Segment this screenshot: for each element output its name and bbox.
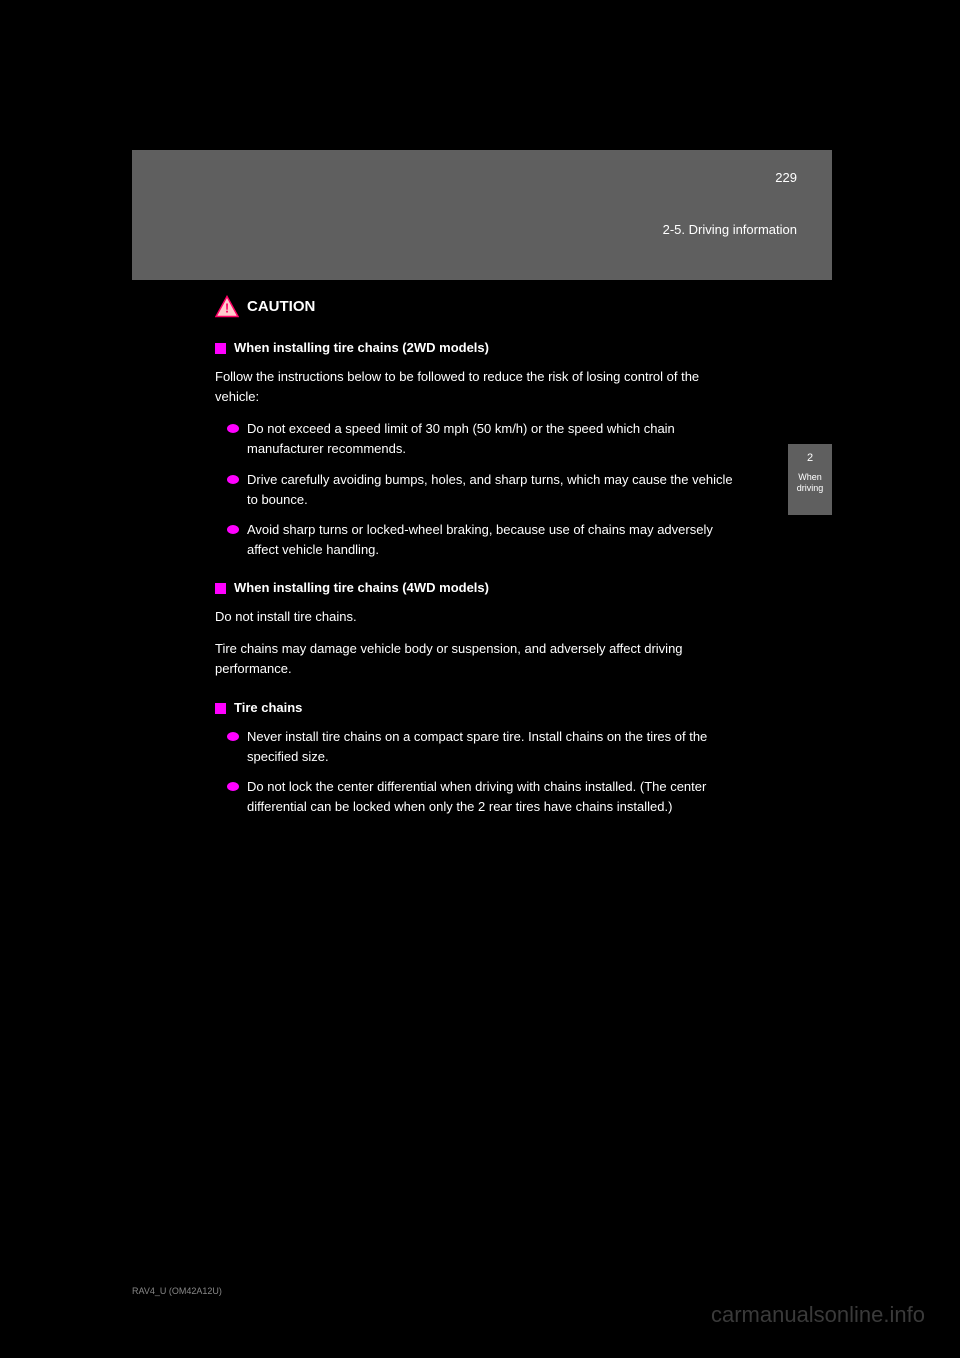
caution-label: CAUTION	[247, 298, 315, 315]
square-bullet-icon	[215, 343, 226, 354]
oval-bullet-icon	[227, 732, 239, 741]
tab-label: When driving	[788, 472, 832, 494]
bullet-item: Do not exceed a speed limit of 30 mph (5…	[227, 419, 735, 459]
section-2: When installing tire chains (4WD models)…	[215, 580, 735, 679]
bullet-item: Do not lock the center differential when…	[227, 777, 735, 817]
bullet-item: Never install tire chains on a compact s…	[227, 727, 735, 767]
tab-number: 2	[788, 452, 832, 464]
caution-header: ! CAUTION	[215, 295, 735, 318]
body-paragraph: Tire chains may damage vehicle body or s…	[215, 639, 735, 679]
oval-bullet-icon	[227, 424, 239, 433]
intro-paragraph: Follow the instructions below to be foll…	[215, 367, 735, 407]
oval-bullet-icon	[227, 782, 239, 791]
page-number: 229	[775, 170, 797, 185]
oval-bullet-icon	[227, 525, 239, 534]
section-heading: Tire chains	[215, 700, 735, 715]
bullet-text: Do not exceed a speed limit of 30 mph (5…	[247, 419, 735, 459]
header-band: 229 2-5. Driving information	[132, 150, 832, 280]
section-heading: When installing tire chains (2WD models)	[215, 340, 735, 355]
bullet-item: Avoid sharp turns or locked-wheel brakin…	[227, 520, 735, 560]
svg-text:!: !	[225, 301, 229, 316]
bullet-text: Drive carefully avoiding bumps, holes, a…	[247, 470, 735, 510]
square-bullet-icon	[215, 703, 226, 714]
section-1: When installing tire chains (2WD models)…	[215, 340, 735, 560]
bullet-text: Do not lock the center differential when…	[247, 777, 735, 817]
heading-text: When installing tire chains (4WD models)	[234, 580, 489, 595]
square-bullet-icon	[215, 583, 226, 594]
bullet-text: Avoid sharp turns or locked-wheel brakin…	[247, 520, 735, 560]
watermark: carmanualsonline.info	[711, 1302, 925, 1328]
warning-triangle-icon: !	[215, 295, 239, 318]
side-tab: 2 When driving	[788, 444, 832, 515]
file-reference: RAV4_U (OM42A12U)	[132, 1286, 222, 1296]
oval-bullet-icon	[227, 475, 239, 484]
heading-text: When installing tire chains (2WD models)	[234, 340, 489, 355]
intro-paragraph: Do not install tire chains.	[215, 607, 735, 627]
bullet-text: Never install tire chains on a compact s…	[247, 727, 735, 767]
section-3: Tire chains Never install tire chains on…	[215, 700, 735, 818]
heading-text: Tire chains	[234, 700, 302, 715]
content-area: ! CAUTION When installing tire chains (2…	[215, 295, 735, 837]
section-heading: When installing tire chains (4WD models)	[215, 580, 735, 595]
section-title: 2-5. Driving information	[663, 222, 797, 237]
bullet-item: Drive carefully avoiding bumps, holes, a…	[227, 470, 735, 510]
